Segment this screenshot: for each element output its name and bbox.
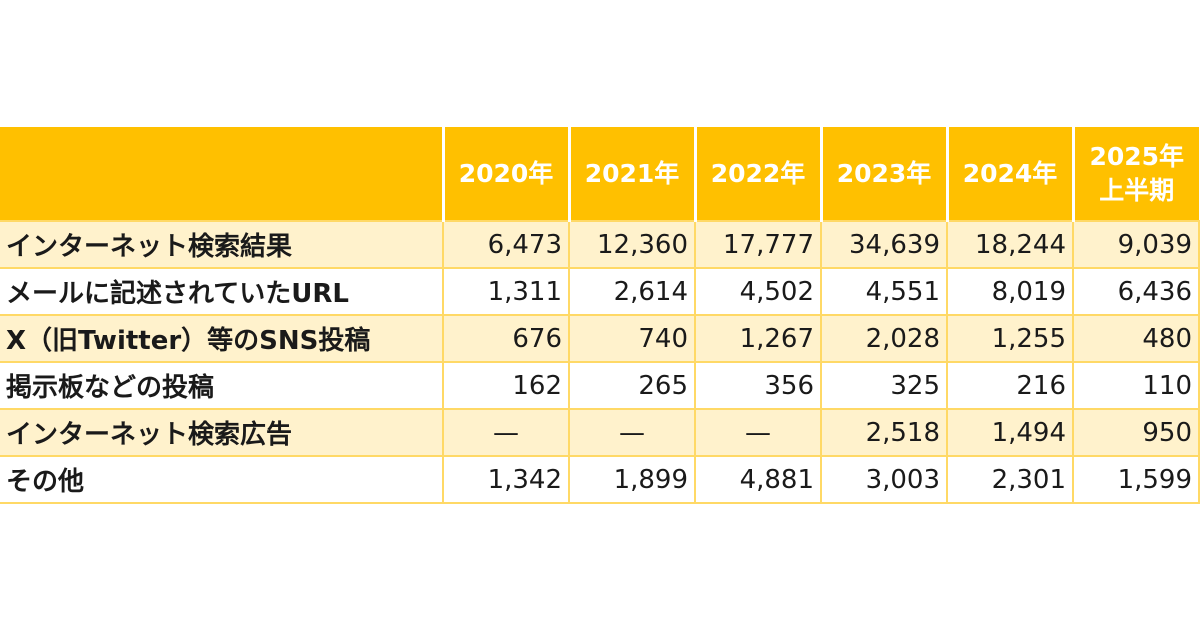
row-label: インターネット検索結果 (0, 220, 444, 269)
table-cell: 2,518 (820, 408, 948, 457)
table-row: 掲示板などの投稿 162 265 356 325 216 110 (0, 361, 1200, 410)
header-2022: 2022年 (693, 127, 821, 221)
header-2023: 2023年 (819, 127, 947, 221)
table-cell: 162 (442, 361, 570, 410)
table-cell: 480 (1072, 314, 1200, 363)
table-cell: 676 (442, 314, 570, 363)
table-cell: 1,494 (946, 408, 1074, 457)
table-row: メールに記述されていたURL 1,311 2,614 4,502 4,551 8,019 6… (0, 267, 1200, 316)
header-row: 2020年 2021年 2022年 2023年 2024年 2025年上半期 (0, 127, 1199, 221)
row-label: X（旧Twitter）等のSNS投稿 (0, 314, 444, 363)
table-cell: 12,360 (568, 220, 696, 269)
table-cell: 34,639 (820, 220, 948, 269)
row-label: インターネット検索広告 (0, 408, 444, 457)
table-row: インターネット検索結果 6,473 12,360 17,777 34,639 18,244… (0, 220, 1200, 269)
header-2021: 2021年 (567, 127, 695, 221)
table-cell: 265 (568, 361, 696, 410)
table-cell: 216 (946, 361, 1074, 410)
header-2024: 2024年 (945, 127, 1073, 221)
header-2020: 2020年 (441, 127, 569, 221)
table-cell: 356 (694, 361, 822, 410)
table-cell: 17,777 (694, 220, 822, 269)
table-cell: 1,342 (442, 455, 570, 504)
header-2025-h1: 2025年上半期 (1071, 127, 1199, 221)
table-cell: 4,881 (694, 455, 822, 504)
table-cell: — (694, 408, 822, 457)
table-cell: — (442, 408, 570, 457)
table-cell: 18,244 (946, 220, 1074, 269)
table-cell: 325 (820, 361, 948, 410)
table-cell: 2,301 (946, 455, 1074, 504)
table-cell: 4,502 (694, 267, 822, 316)
row-label: 掲示板などの投稿 (0, 361, 444, 410)
table-cell: 9,039 (1072, 220, 1200, 269)
table-cell: 740 (568, 314, 696, 363)
statistics-table: 2020年 2021年 2022年 2023年 2024年 2025年上半期 イ… (0, 127, 1200, 504)
table-cell: 6,473 (442, 220, 570, 269)
table-cell: 110 (1072, 361, 1200, 410)
table-cell: 1,899 (568, 455, 696, 504)
table-cell: 6,436 (1072, 267, 1200, 316)
table-cell: 3,003 (820, 455, 948, 504)
table-cell: 4,551 (820, 267, 948, 316)
header-empty (0, 127, 443, 221)
header-2025-line2: 上半期 (1099, 175, 1175, 205)
table-row: その他 1,342 1,899 4,881 3,003 2,301 1,599 (0, 455, 1200, 504)
table-row: インターネット検索広告 — — —2,518 1,494 950 (0, 408, 1200, 457)
table-cell: 1,255 (946, 314, 1074, 363)
table-row: X（旧Twitter）等のSNS投稿 676 740 1,267 2,028 1,255 4… (0, 314, 1200, 363)
table-cell: 8,019 (946, 267, 1074, 316)
table-cell: 1,311 (442, 267, 570, 316)
row-label: メールに記述されていたURL (0, 267, 444, 316)
table-cell: 950 (1072, 408, 1200, 457)
table-cell: 2,028 (820, 314, 948, 363)
table-cell: 1,599 (1072, 455, 1200, 504)
row-label: その他 (0, 455, 444, 504)
header-2025-line1: 2025年 (1089, 141, 1185, 171)
table-cell: 2,614 (568, 267, 696, 316)
table-cell: — (568, 408, 696, 457)
table-cell: 1,267 (694, 314, 822, 363)
